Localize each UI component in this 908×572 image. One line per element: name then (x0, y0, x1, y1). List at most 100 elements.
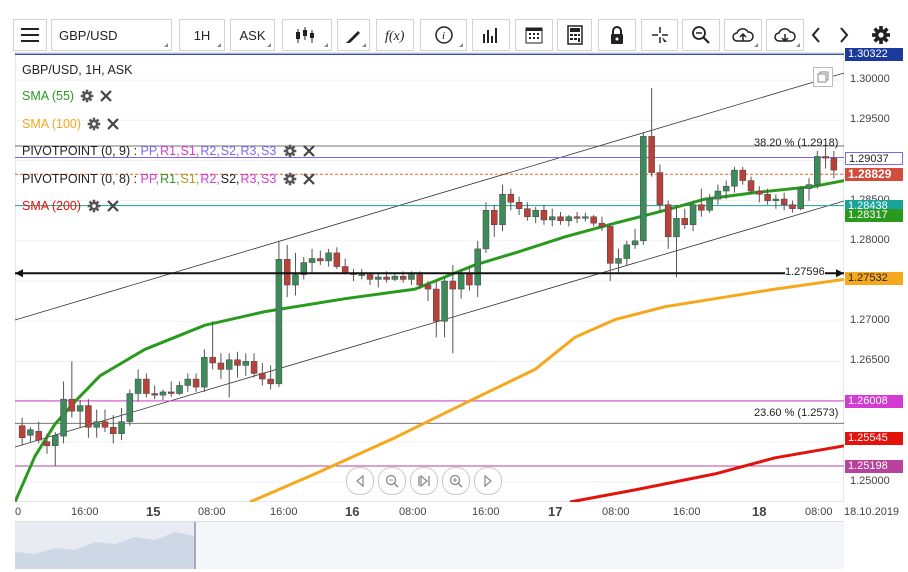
candle[interactable] (234, 351, 241, 378)
candle[interactable] (656, 164, 664, 213)
close-icon[interactable] (303, 145, 316, 157)
legend-pivot8[interactable]: PIVOTPOINT (0, 8) : PP, R1, S1, R2, S2, … (22, 172, 316, 186)
draw-button[interactable] (337, 19, 370, 51)
candle[interactable] (640, 132, 647, 245)
candle[interactable] (499, 184, 506, 232)
close-icon[interactable] (303, 173, 316, 185)
candle[interactable] (598, 216, 606, 232)
symbol-select[interactable]: GBP/USD (51, 19, 172, 51)
candle[interactable] (209, 321, 216, 370)
candle[interactable] (333, 247, 341, 269)
candle[interactable] (474, 240, 481, 298)
candle[interactable] (789, 200, 796, 213)
gear-icon[interactable] (87, 117, 101, 131)
candle[interactable] (532, 207, 539, 224)
candle[interactable] (590, 215, 597, 227)
candle[interactable] (325, 248, 332, 267)
gear-icon[interactable] (87, 199, 101, 213)
candle[interactable] (275, 240, 283, 388)
candle[interactable] (573, 211, 581, 224)
load-cloud-button[interactable] (766, 19, 804, 51)
candle[interactable] (648, 88, 655, 177)
candle[interactable] (93, 409, 100, 438)
candle[interactable] (143, 373, 150, 398)
candle[interactable] (225, 353, 233, 398)
candle[interactable] (664, 200, 672, 249)
legend-sma55[interactable]: SMA (55) (22, 89, 112, 103)
zoom-in-button[interactable] (442, 467, 470, 495)
candle[interactable] (673, 204, 680, 277)
candle[interactable] (764, 188, 771, 205)
candle[interactable] (391, 272, 399, 282)
candle[interactable] (27, 427, 34, 442)
horizontal-line[interactable] (15, 269, 844, 278)
save-cloud-button[interactable] (724, 19, 762, 51)
calculator-button[interactable] (557, 19, 592, 51)
candle[interactable] (714, 184, 722, 205)
candle[interactable] (35, 421, 42, 444)
gear-icon[interactable] (283, 144, 297, 158)
candle[interactable] (548, 208, 556, 227)
candle[interactable] (68, 361, 76, 418)
candle[interactable] (433, 281, 440, 338)
candle[interactable] (772, 194, 780, 209)
zoom-out-button[interactable] (378, 467, 406, 495)
candle[interactable] (192, 373, 200, 392)
candle[interactable] (722, 180, 730, 200)
legend-sma200[interactable]: SMA (200) (22, 199, 119, 213)
candle[interactable] (524, 202, 531, 221)
candle[interactable] (756, 186, 763, 203)
candle[interactable] (631, 228, 639, 249)
gear-icon[interactable] (80, 89, 94, 103)
menu-button[interactable] (13, 19, 47, 51)
chart-type-button[interactable] (282, 19, 332, 51)
candle[interactable] (217, 353, 225, 380)
candle[interactable] (366, 272, 374, 286)
candle[interactable] (283, 244, 291, 298)
candle[interactable] (780, 192, 788, 211)
price-chart[interactable] (15, 52, 844, 502)
settings-button[interactable] (869, 19, 893, 51)
candle[interactable] (118, 407, 125, 441)
candle[interactable] (110, 415, 117, 444)
candle[interactable] (507, 188, 515, 211)
candle[interactable] (582, 212, 589, 222)
candle[interactable] (134, 369, 142, 402)
candle[interactable] (441, 277, 448, 338)
crosshair-button[interactable] (641, 19, 678, 51)
candle[interactable] (60, 381, 67, 444)
gear-icon[interactable] (283, 172, 297, 186)
candle[interactable] (317, 250, 324, 265)
zoom-button[interactable] (682, 19, 720, 51)
scroll-back-button[interactable] (346, 467, 374, 495)
candle[interactable] (822, 146, 829, 169)
candle[interactable] (176, 381, 183, 396)
navigator-minimap[interactable] (15, 521, 844, 569)
channel-upper-line[interactable] (15, 72, 844, 321)
scroll-forward-button[interactable] (474, 467, 502, 495)
candle[interactable] (747, 176, 755, 195)
candle[interactable] (805, 178, 813, 201)
candle[interactable] (101, 409, 109, 433)
timeframe-select[interactable]: 1H (179, 19, 225, 51)
candle[interactable] (739, 166, 746, 185)
chart-area[interactable] (15, 52, 844, 502)
candle[interactable] (797, 186, 804, 211)
sma100-line[interactable] (249, 277, 844, 502)
candle[interactable] (731, 166, 738, 193)
candle[interactable] (814, 150, 821, 189)
candle[interactable] (201, 349, 208, 392)
candle[interactable] (424, 281, 432, 302)
candle[interactable] (681, 208, 689, 229)
candle[interactable] (18, 417, 26, 446)
calendar-button[interactable] (515, 19, 553, 51)
candle[interactable] (300, 256, 308, 280)
candle[interactable] (565, 215, 573, 227)
legend-pivot9[interactable]: PIVOTPOINT (0, 9) : PP, R1, S1, R2, S2, … (22, 144, 316, 158)
candle[interactable] (76, 399, 84, 428)
price-type-select[interactable]: ASK (230, 19, 275, 51)
candle[interactable] (242, 353, 250, 376)
candle[interactable] (615, 248, 622, 273)
candle[interactable] (698, 188, 705, 217)
candle[interactable] (830, 150, 838, 179)
